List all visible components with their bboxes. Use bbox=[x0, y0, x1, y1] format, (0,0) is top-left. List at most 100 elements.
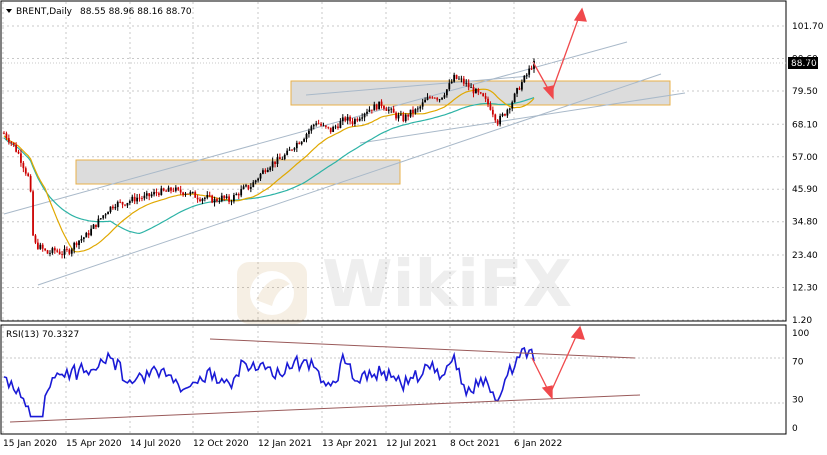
candle-body bbox=[136, 197, 139, 202]
candle-body bbox=[414, 109, 417, 114]
triangle-down-icon[interactable] bbox=[6, 9, 12, 13]
candle-body bbox=[271, 161, 274, 168]
ohlc-readout: 88.55 88.96 88.16 88.70 bbox=[80, 7, 192, 17]
candle-body bbox=[87, 232, 90, 236]
candle-body bbox=[530, 68, 533, 70]
candle-body bbox=[36, 242, 39, 249]
candle-body bbox=[465, 82, 468, 84]
candle-body bbox=[278, 157, 281, 160]
candle-body bbox=[453, 74, 456, 82]
candle-body bbox=[196, 197, 199, 200]
candle-body bbox=[341, 117, 344, 122]
candle-body bbox=[15, 144, 18, 152]
candle-body bbox=[312, 124, 315, 127]
candle-body bbox=[315, 123, 318, 125]
candle-body bbox=[95, 224, 97, 227]
candle-body bbox=[39, 244, 42, 249]
candle-body bbox=[334, 126, 337, 128]
candle-body bbox=[482, 93, 485, 97]
candle-body bbox=[58, 251, 61, 255]
candle-body bbox=[189, 192, 192, 195]
candle-body bbox=[370, 109, 373, 111]
price-tick-label: 34.80 bbox=[792, 218, 818, 228]
rsi-arrow-up-icon bbox=[570, 325, 585, 340]
watermark-text: WikiFX bbox=[322, 248, 572, 322]
candle-body bbox=[124, 204, 126, 206]
symbol-label: BRENT,Daily bbox=[16, 7, 73, 17]
candle-body bbox=[513, 93, 516, 103]
candle-body bbox=[82, 237, 85, 239]
price-tick-label: 90.60 bbox=[792, 54, 818, 64]
candle-body bbox=[416, 108, 419, 110]
candle-body bbox=[443, 95, 446, 98]
candle-body bbox=[293, 148, 296, 150]
candle-body bbox=[213, 199, 216, 203]
wikifx-logo-icon bbox=[237, 262, 307, 324]
candle-body bbox=[242, 186, 245, 190]
channel-inner-line bbox=[305, 75, 531, 96]
rsi-line bbox=[3, 346, 535, 418]
candle-body bbox=[269, 167, 272, 170]
candle-body bbox=[92, 224, 95, 229]
candle-body bbox=[157, 193, 160, 196]
candle-body bbox=[266, 169, 269, 172]
channel-mid-line bbox=[359, 92, 686, 144]
candle-body bbox=[235, 194, 238, 196]
candle-body bbox=[320, 123, 322, 126]
candle-body bbox=[358, 118, 361, 121]
candle-body bbox=[300, 141, 303, 145]
candle-body bbox=[308, 130, 310, 134]
candle-body bbox=[218, 201, 221, 202]
last-price-badge bbox=[788, 57, 818, 69]
candle-body bbox=[22, 162, 25, 169]
candle-body bbox=[332, 126, 335, 132]
candle-body bbox=[80, 238, 83, 241]
candle-body bbox=[201, 198, 204, 202]
candle-body bbox=[429, 97, 431, 99]
candle-body bbox=[141, 198, 143, 199]
candle-body bbox=[53, 248, 56, 251]
candle-body bbox=[162, 188, 165, 191]
candle-body bbox=[259, 173, 262, 179]
candle-body bbox=[412, 109, 414, 114]
candle-body bbox=[305, 133, 308, 140]
candle-body bbox=[349, 116, 351, 122]
candle-body bbox=[380, 101, 383, 107]
support-zone-lower bbox=[75, 159, 401, 185]
candle-body bbox=[487, 98, 489, 105]
candle-body bbox=[228, 196, 230, 202]
arrow-down-icon bbox=[542, 85, 554, 100]
candle-body bbox=[438, 99, 441, 101]
forecast-arrows-rsi bbox=[531, 325, 585, 400]
candle-body bbox=[450, 81, 453, 84]
wikifx-watermark: WikiFX bbox=[237, 248, 572, 324]
candle-body bbox=[68, 249, 71, 254]
last-price-label: 88.70 bbox=[791, 59, 817, 69]
candle-body bbox=[107, 211, 109, 215]
candle-body bbox=[310, 126, 313, 131]
candle-body bbox=[24, 168, 27, 174]
candle-body bbox=[165, 190, 168, 192]
candle-body bbox=[363, 113, 366, 118]
price-tick-label: 79.50 bbox=[792, 87, 818, 97]
candle-body bbox=[73, 242, 76, 250]
price-tick-label: 101.70 bbox=[792, 22, 824, 32]
candle-body bbox=[383, 106, 385, 109]
candle-body bbox=[126, 202, 129, 206]
candle-body bbox=[230, 201, 233, 203]
date-tick-label: 13 Apr 2021 bbox=[322, 439, 378, 449]
candle-body bbox=[10, 142, 13, 143]
candle-body bbox=[523, 75, 526, 83]
rsi-tick-label: 30 bbox=[792, 396, 804, 406]
price-tick-label: 68.10 bbox=[792, 120, 818, 130]
candle-body bbox=[97, 218, 100, 227]
candle-body bbox=[78, 240, 80, 246]
candle-body bbox=[148, 193, 151, 197]
candle-body bbox=[491, 109, 494, 115]
candle-body bbox=[520, 82, 523, 90]
price-tick-label: 57.00 bbox=[792, 153, 818, 163]
candle-body bbox=[220, 195, 223, 202]
candle-body bbox=[378, 101, 381, 110]
candle-body bbox=[404, 114, 407, 122]
